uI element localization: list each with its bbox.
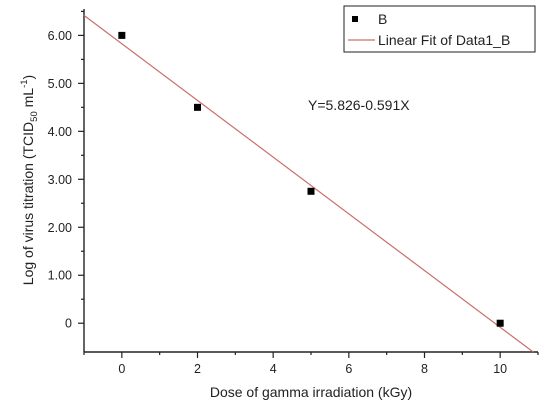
fit-equation: Y=5.826-0.591X bbox=[308, 97, 410, 113]
x-tick-label: 2 bbox=[194, 362, 201, 376]
x-tick-label: 6 bbox=[345, 362, 352, 376]
y-axis-title-prefix: Log of virus titration (TCID bbox=[20, 122, 36, 285]
plot-frame bbox=[83, 9, 538, 353]
fit-layer bbox=[83, 14, 534, 353]
points-layer bbox=[118, 31, 504, 327]
y-tick-label: 2.00 bbox=[48, 221, 72, 235]
y-axis-title-sub: 50 bbox=[29, 111, 40, 122]
data-point bbox=[194, 103, 201, 111]
legend-box bbox=[343, 5, 536, 53]
legend-marker-b bbox=[352, 16, 358, 22]
y-tick-label: 5.00 bbox=[48, 77, 72, 91]
x-tick-label: 4 bbox=[270, 362, 277, 376]
legend-label-b: B bbox=[378, 11, 387, 27]
x-ticks: 0 2 4 6 8 10 bbox=[83, 352, 539, 376]
y-tick-label: 1.00 bbox=[48, 269, 72, 283]
y-axis-title-suffix: ) bbox=[20, 75, 36, 80]
y-tick-label: 3.00 bbox=[48, 173, 72, 187]
x-tick-label: 0 bbox=[118, 362, 125, 376]
data-point bbox=[307, 187, 315, 195]
y-ticks: 0 1.00 2.00 3.00 4.00 5.00 6.00 bbox=[48, 10, 84, 331]
data-point bbox=[118, 31, 126, 39]
y-tick-label: 6.00 bbox=[48, 29, 72, 43]
x-axis-title: Dose of gamma irradiation (kGy) bbox=[210, 384, 412, 400]
fit-line bbox=[83, 14, 534, 353]
y-axis-title-sup: -1 bbox=[19, 79, 30, 87]
y-tick-label: 0 bbox=[65, 317, 72, 331]
legend-label-fit: Linear Fit of Data1_B bbox=[378, 32, 510, 48]
data-point bbox=[496, 319, 504, 327]
y-tick-label: 4.00 bbox=[48, 125, 72, 139]
legend: B Linear Fit of Data1_B bbox=[343, 5, 536, 53]
x-tick-label: 8 bbox=[421, 362, 428, 376]
x-tick-label: 10 bbox=[493, 362, 507, 376]
y-axis-title-mid: mL bbox=[20, 88, 36, 112]
y-axis-title: Log of virus titration (TCID50 mL-1) bbox=[19, 75, 40, 285]
